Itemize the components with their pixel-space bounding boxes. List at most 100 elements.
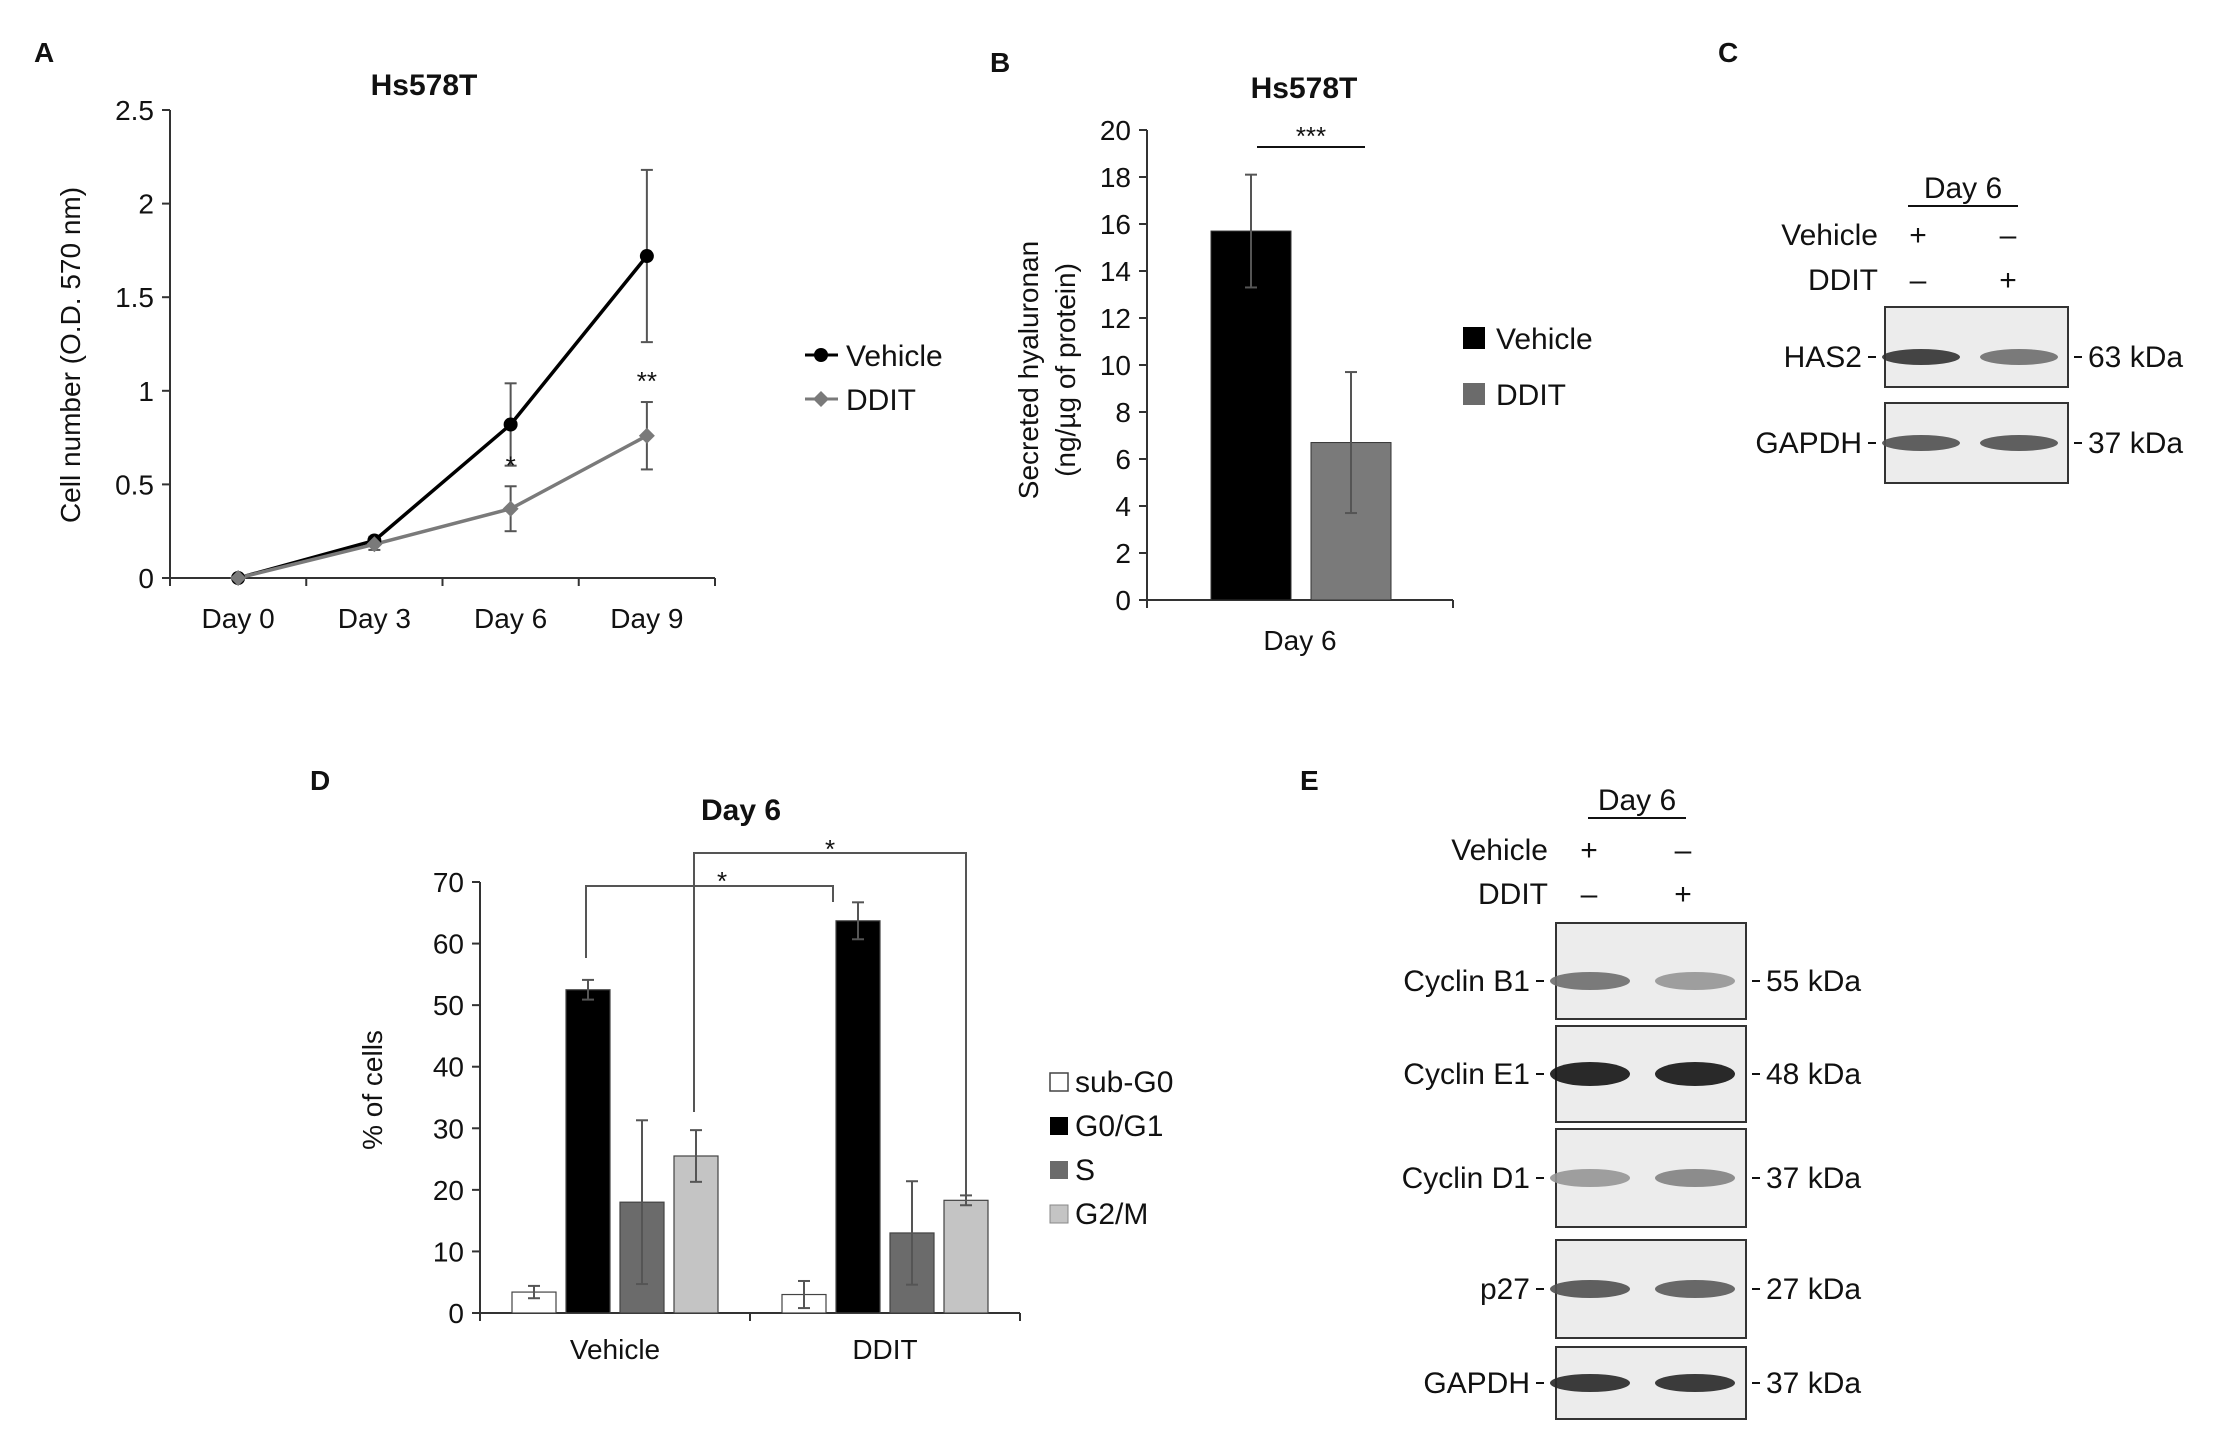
- chart-d-significance: * *: [585, 834, 967, 1195]
- blot-e-band-cyclin-d1: [1655, 1169, 1735, 1187]
- blot-c-band-gapdh: [1980, 435, 2058, 451]
- sig-star-d-g0g1: *: [717, 866, 727, 896]
- blot-e-band-cyclin-b1: [1655, 972, 1735, 990]
- legend-b-vehicle-swatch: [1463, 327, 1485, 349]
- sig-bracket-d-g0g1: [585, 885, 834, 958]
- legend-d-s-label: S: [1075, 1154, 1095, 1187]
- chart-b-y-tick-label: 10: [1100, 350, 1131, 381]
- chart-a-x-tick-label: Day 9: [610, 603, 683, 634]
- blot-e-vehicle-label: Vehicle: [1451, 834, 1548, 867]
- blot-e-ddit-lane2: +: [1674, 878, 1692, 911]
- chart-b-y-tick-label: 18: [1100, 162, 1131, 193]
- chart-a-x-tick-label: Day 6: [474, 603, 547, 634]
- chart-d-legend: sub-G0 G0/G1 S G2/M: [1049, 1066, 1173, 1231]
- legend-ddit-label: DDIT: [846, 384, 916, 417]
- sig-stars-b: ***: [1296, 121, 1326, 151]
- chart-b-title: Hs578T: [1251, 72, 1358, 105]
- panel-letter-a: A: [34, 37, 54, 68]
- significance-marker: *: [506, 450, 516, 480]
- blot-c-vehicle-label: Vehicle: [1781, 219, 1878, 252]
- blot-e-kda-label: 37 kDa: [1766, 1367, 1861, 1400]
- legend-vehicle-marker: [814, 348, 828, 362]
- blot-c-blot-frame: [1884, 306, 2069, 388]
- sig-bracket-d-g2m: [693, 852, 967, 1195]
- bar-vehicle: [1210, 230, 1292, 601]
- blot-e-band-gapdh: [1655, 1374, 1735, 1392]
- blot-e-kda-label: 27 kDa: [1766, 1273, 1861, 1306]
- blot-e-vehicle-lane2: –: [1675, 834, 1692, 867]
- blot-e-band-cyclin-b1: [1550, 972, 1630, 990]
- chart-a-x-tick-label: Day 3: [338, 603, 411, 634]
- data-point-ddit: [638, 427, 655, 444]
- blot-e-header: Day 6: [1598, 784, 1676, 817]
- chart-b-y-tick-label: 4: [1115, 491, 1131, 522]
- panel-letter-d: D: [310, 765, 330, 796]
- blot-c-ddit-lane1: –: [1910, 264, 1927, 297]
- legend-d-s-swatch: [1050, 1161, 1068, 1179]
- blot-e-kda-label: 48 kDa: [1766, 1058, 1861, 1091]
- blot-c-vehicle-lane1: +: [1909, 219, 1927, 252]
- data-point-ddit: [366, 536, 383, 553]
- sig-star-d-g2m: *: [825, 834, 835, 864]
- blot-c-band-has2: [1882, 349, 1960, 365]
- blot-e-band-p27: [1655, 1280, 1735, 1298]
- chart-b-y-tick-label: 12: [1100, 303, 1131, 334]
- blot-c-kda-label: 63 kDa: [2088, 341, 2183, 374]
- legend-b-ddit-label: DDIT: [1496, 379, 1566, 412]
- chart-d-y-tick-label: 40: [433, 1052, 464, 1083]
- chart-b-y-tick-label: 20: [1100, 115, 1131, 146]
- chart-a-legend: Vehicle DDIT: [805, 340, 943, 417]
- chart-b-y-axis-label-line2: (ng/µg of protein): [1050, 263, 1081, 477]
- chart-a-x-tick-label: Day 0: [202, 603, 275, 634]
- blot-c-kda-label: 37 kDa: [2088, 427, 2183, 460]
- chart-b-legend: Vehicle DDIT: [1463, 323, 1593, 412]
- bar-g0g1-ddit: [835, 920, 881, 1314]
- line-chart-a: Hs578T Cell number (O.D. 570 nm) 0 0.5 1 1.…: [55, 69, 943, 634]
- legend-d-subg0-swatch: [1049, 1072, 1069, 1092]
- chart-d-y-tick-label: 30: [433, 1113, 464, 1144]
- legend-d-g2m-label: G2/M: [1075, 1198, 1148, 1231]
- chart-a-y-tick-label: 2.5: [115, 95, 154, 126]
- blot-c-band-label: HAS2: [1784, 341, 1862, 374]
- bar-chart-b: Hs578T Secreted hyaluronan (ng/µg of pro…: [1013, 72, 1593, 656]
- chart-b-y-tick-label: 14: [1100, 256, 1131, 287]
- blot-c-band-has2: [1980, 349, 2058, 365]
- chart-d-y-tick-label: 50: [433, 990, 464, 1021]
- blot-e-band-cyclin-e1: [1550, 1062, 1630, 1086]
- data-point-vehicle: [639, 249, 654, 264]
- chart-d-y-tick-label: 0: [448, 1298, 464, 1329]
- chart-a-y-tick-label: 1.5: [115, 282, 154, 313]
- chart-a-y-tick-label: 1: [138, 376, 154, 407]
- legend-vehicle-label: Vehicle: [846, 340, 943, 373]
- chart-d-y-tick-label: 20: [433, 1175, 464, 1206]
- data-point-vehicle: [503, 417, 518, 432]
- chart-d-y-axis-label: % of cells: [357, 1030, 388, 1150]
- chart-b-y-tick-label: 6: [1115, 444, 1131, 475]
- chart-d-x-tick-label: Vehicle: [570, 1334, 660, 1365]
- chart-a-y-tick-label: 0.5: [115, 469, 154, 500]
- legend-b-ddit-swatch: [1463, 383, 1485, 405]
- legend-d-g2m-swatch: [1049, 1204, 1069, 1224]
- blot-c-ddit-label: DDIT: [1808, 264, 1878, 297]
- blot-c-vehicle-lane2: –: [2000, 219, 2017, 252]
- chart-a-title: Hs578T: [371, 69, 478, 102]
- bar-chart-d: Day 6 % of cells 0 10 20 30 40 50 60 70 Vehicle…: [357, 794, 1173, 1365]
- blot-e-band-cyclin-d1: [1550, 1169, 1630, 1187]
- significance-marker: **: [637, 366, 657, 396]
- legend-d-g0g1-label: G0/G1: [1075, 1110, 1163, 1143]
- blot-c-ddit-lane2: +: [1999, 264, 2017, 297]
- chart-d-x-tick-label: DDIT: [852, 1334, 917, 1365]
- chart-d-title: Day 6: [701, 794, 781, 827]
- chart-b-significance: ***: [1257, 121, 1365, 151]
- western-blot-e: Day 6 Vehicle + – DDIT – + 10.4Cyclin B1…: [1402, 784, 1861, 1420]
- chart-b-y-tick-label: 8: [1115, 397, 1131, 428]
- blot-c-header: Day 6: [1924, 172, 2002, 205]
- series-line-ddit: [237, 434, 648, 580]
- series-line-vehicle: [237, 254, 649, 580]
- legend-d-subg0-label: sub-G0: [1075, 1066, 1173, 1099]
- blot-e-band-gapdh: [1550, 1374, 1630, 1392]
- chart-a-y-tick-label: 0: [138, 563, 154, 594]
- blot-e-band-label: Cyclin E1: [1403, 1058, 1530, 1091]
- chart-b-y-tick-label: 0: [1115, 585, 1131, 616]
